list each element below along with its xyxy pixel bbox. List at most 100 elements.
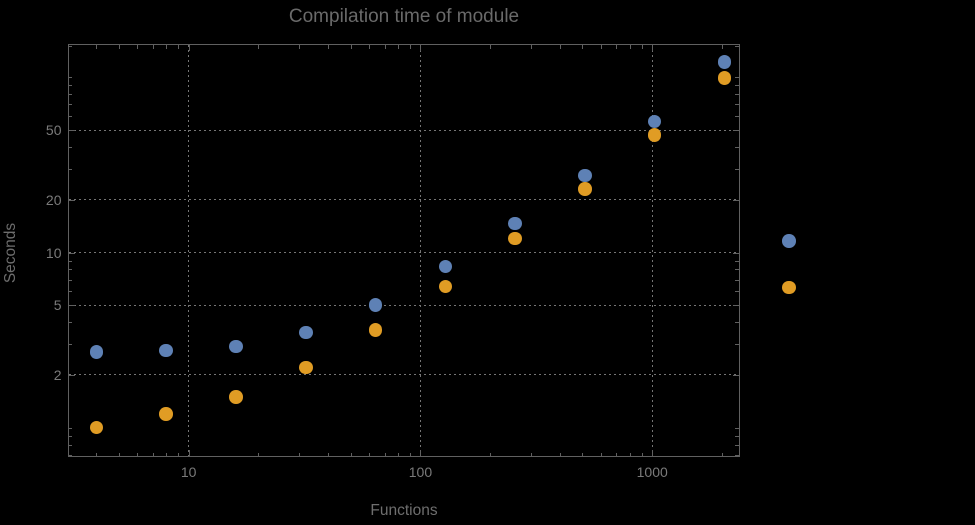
gridline-y-5	[68, 304, 739, 306]
tick-mark	[490, 45, 492, 49]
tick-mark	[735, 435, 739, 437]
tick-mark	[735, 344, 739, 346]
tick-mark	[531, 45, 533, 49]
gridline-x-100	[419, 45, 421, 456]
tick-mark	[559, 45, 561, 49]
tick-mark	[350, 452, 352, 456]
data-point-blue	[229, 339, 243, 354]
data-point-blue	[508, 216, 522, 231]
tick-mark	[732, 305, 739, 307]
tick-mark	[735, 291, 739, 293]
tick-mark	[490, 452, 492, 456]
tick-mark	[166, 45, 168, 49]
data-point-orange	[717, 71, 732, 85]
tick-mark	[178, 45, 180, 49]
tick-mark	[68, 168, 72, 170]
tick-mark	[68, 77, 72, 79]
tick-mark	[369, 45, 371, 49]
tick-mark	[559, 452, 561, 456]
data-point-orange	[368, 323, 383, 337]
tick-mark	[732, 252, 739, 254]
tick-mark	[68, 104, 72, 106]
legend-marker-blue	[782, 234, 796, 248]
gridline-x-10	[188, 45, 190, 456]
tick-mark	[735, 279, 739, 281]
tick-mark	[629, 45, 631, 49]
tick-mark	[68, 260, 72, 262]
data-point-blue	[438, 259, 453, 274]
tick-mark	[299, 452, 301, 456]
tick-mark	[152, 45, 154, 49]
tick-mark	[732, 130, 739, 132]
gridline-x-1000	[651, 45, 653, 456]
gridline-y-50	[68, 129, 739, 131]
data-point-orange	[578, 182, 592, 196]
tick-mark	[68, 444, 72, 446]
tick-mark	[137, 45, 139, 49]
tick-mark	[258, 45, 260, 49]
tick-mark	[299, 45, 301, 49]
data-point-orange	[508, 231, 522, 246]
tick-mark	[721, 45, 723, 49]
tick-mark	[735, 427, 739, 429]
data-point-orange	[647, 128, 662, 142]
y-tick-label: 2	[53, 366, 62, 383]
data-point-blue	[299, 325, 313, 340]
tick-mark	[652, 450, 654, 456]
tick-mark	[68, 147, 72, 149]
gridline-y-2	[68, 374, 739, 376]
tick-mark	[735, 104, 739, 106]
tick-mark	[641, 452, 643, 456]
data-point-orange	[229, 390, 243, 404]
gridline-y-10	[68, 252, 739, 253]
tick-mark	[328, 452, 330, 456]
tick-mark	[582, 45, 584, 49]
tick-mark	[68, 291, 72, 293]
tick-mark	[735, 444, 739, 446]
tick-mark	[721, 452, 723, 456]
tick-mark	[397, 45, 399, 49]
chart-title: Compilation time of module	[288, 6, 520, 27]
y-axis-label: Seconds	[2, 222, 19, 284]
tick-mark	[68, 322, 72, 324]
tick-mark	[68, 305, 75, 307]
tick-mark	[641, 45, 643, 49]
tick-mark	[68, 454, 72, 456]
legend-marker-orange	[782, 280, 796, 295]
tick-mark	[178, 452, 180, 456]
tick-mark	[68, 344, 72, 346]
tick-mark	[732, 374, 739, 376]
tick-mark	[732, 199, 739, 201]
tick-mark	[735, 260, 739, 262]
tick-mark	[188, 450, 190, 456]
data-point-blue	[717, 55, 732, 69]
tick-mark	[735, 322, 739, 324]
tick-mark	[68, 199, 75, 201]
tick-mark	[68, 130, 75, 132]
tick-mark	[152, 452, 154, 456]
data-point-orange	[159, 407, 173, 421]
tick-mark	[350, 45, 352, 49]
tick-mark	[735, 147, 739, 149]
data-point-orange	[89, 420, 104, 435]
gridline-y-20	[68, 199, 739, 201]
tick-mark	[68, 46, 72, 48]
tick-mark	[616, 45, 618, 49]
tick-mark	[68, 116, 72, 118]
tick-mark	[384, 45, 386, 49]
tick-mark	[420, 450, 422, 456]
tick-mark	[137, 452, 139, 456]
tick-mark	[96, 45, 98, 49]
tick-mark	[68, 374, 75, 376]
tick-mark	[735, 46, 739, 48]
tick-mark	[68, 427, 72, 429]
tick-mark	[258, 452, 260, 456]
tick-mark	[735, 269, 739, 271]
y-tick-label: 10	[45, 244, 62, 261]
y-tick-label: 20	[45, 191, 62, 208]
tick-mark	[735, 94, 739, 96]
data-point-blue	[368, 298, 383, 312]
x-tick-label: 100	[408, 464, 433, 480]
tick-mark	[188, 45, 190, 51]
